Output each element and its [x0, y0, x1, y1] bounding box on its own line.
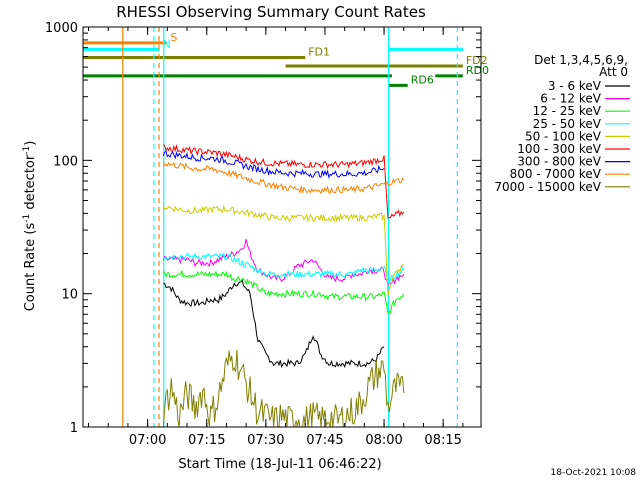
plot-frame	[82, 26, 482, 428]
flag-bar-label-6: RD0	[466, 64, 489, 77]
y-axis-label: Count Rate (s-1 detector-1)	[22, 141, 38, 312]
flag-bar-label-3: FD1	[308, 46, 330, 59]
series-line-5	[163, 144, 405, 219]
legend-label-0: 3 - 6 keV	[548, 79, 602, 93]
legend-label-6: 300 - 800 keV	[517, 155, 601, 169]
series-line-0	[163, 278, 385, 369]
y-tick-label-3: 1000	[45, 21, 78, 36]
flag-bar-label-1: N	[162, 37, 170, 50]
x-axis-label: Start Time (18-Jul-11 06:46:22)	[178, 457, 381, 472]
series-line-2	[162, 269, 405, 315]
legend-header-1: Att 0	[599, 65, 628, 79]
flag-bar-label-7: RD6	[411, 73, 434, 86]
chart-title: RHESSI Observing Summary Count Rates	[116, 3, 426, 21]
x-tick-label-1: 07:15	[188, 433, 225, 448]
legend-label-1: 6 - 12 keV	[540, 92, 602, 106]
y-tick-label-0: 1	[70, 421, 78, 436]
x-tick-label-0: 07:00	[129, 433, 166, 448]
y-tick-label-2: 100	[53, 154, 78, 169]
attenuator-vertical-lines	[122, 27, 458, 427]
y-axis-ticks: 1 10 100 1000	[45, 21, 481, 436]
x-tick-label-5: 08:15	[424, 433, 461, 448]
x-tick-label-2: 07:30	[247, 433, 284, 448]
series-line-3	[163, 252, 405, 285]
legend-label-7: 800 - 7000 keV	[510, 167, 602, 181]
legend-header-0: Det 1,3,4,5,6,9,	[534, 53, 628, 67]
x-tick-label-4: 08:00	[365, 433, 402, 448]
legend-label-2: 12 - 25 keV	[533, 104, 602, 118]
x-tick-label-3: 07:45	[306, 433, 343, 448]
legend-label-5: 100 - 300 keV	[517, 142, 601, 156]
y-tick-label-1: 10	[61, 288, 78, 303]
series-line-8	[162, 349, 405, 428]
legend-label-3: 25 - 50 keV	[533, 117, 602, 131]
flag-bar-label-0: S	[170, 31, 177, 44]
series-lines	[162, 144, 405, 428]
series-line-7	[162, 161, 405, 195]
footer-timestamp: 18-Oct-2021 10:08	[551, 468, 637, 478]
legend-label-4: 50 - 100 keV	[525, 129, 602, 143]
series-line-4	[162, 204, 405, 297]
x-axis-ticks: 07:00 07:15 07:30 07:45 08:00 08:15	[88, 27, 464, 448]
flag-bar-label-4: FD2	[466, 54, 488, 67]
series-line-6	[162, 150, 385, 179]
series-line-1	[162, 238, 405, 286]
legend-label-8: 7000 - 15000 keV	[494, 180, 601, 194]
